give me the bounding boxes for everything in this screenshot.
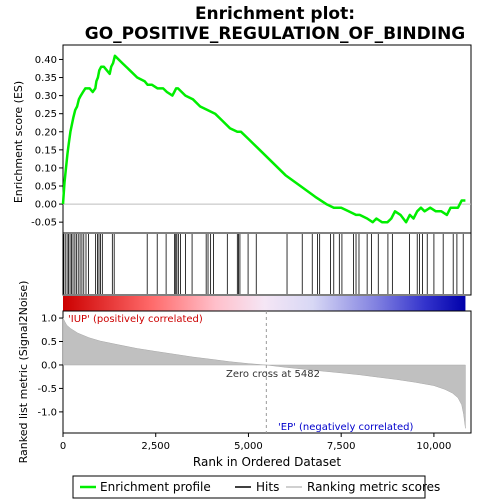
x-tick-label: 2,500 (141, 441, 170, 452)
x-tick-label: 0 (60, 441, 66, 452)
top-y-tick-label: 0.20 (35, 127, 57, 138)
bottom-y-axis-label: Ranked list metric (Signal2Noise) (17, 281, 30, 464)
legend-ranking-label: Ranking metric scores (307, 480, 440, 494)
top-y-tick-label: 0.15 (35, 145, 57, 156)
x-axis-label: Rank in Ordered Dataset (193, 455, 341, 469)
enrichment-profile-line (61, 54, 466, 224)
bottom-y-tick-label: 1.0 (41, 314, 57, 325)
top-panel-frame (62, 44, 472, 234)
x-tick-label: 10,000 (416, 441, 451, 452)
x-tick-label: 5,000 (234, 441, 263, 452)
top-y-tick-label: 0.05 (35, 182, 57, 193)
legend-enrichment-label: Enrichment profile (100, 480, 211, 494)
chart-title-line2: GO_POSITIVE_REGULATION_OF_BINDING (85, 24, 466, 44)
ranking-metric-area (62, 317, 466, 429)
top-y-tick-label: 0.40 (35, 55, 57, 66)
legend-hits-label: Hits (256, 480, 279, 494)
negative-correlation-label: 'EP' (negatively correlated) (278, 422, 413, 433)
top-y-tick-label: 0.25 (35, 109, 57, 120)
hits-panel-frame (62, 232, 472, 296)
top-y-tick-label: 0.30 (35, 91, 57, 102)
enrichment-score-panel: 0.40 0.35 0.30 0.25 0.20 0.15 0.10 0.05 0.00 -0.0… (12, 44, 472, 234)
top-y-tick-label: 0.00 (35, 200, 57, 211)
hit-markers (63, 234, 464, 294)
bottom-y-axis-ticks: 1.0 0.5 0.0 -0.5 -1.0 (37, 314, 63, 418)
top-y-tick-label: 0.10 (35, 163, 57, 174)
bottom-y-tick-label: 0.0 (41, 360, 57, 371)
top-y-tick-label: -0.05 (31, 218, 57, 229)
top-y-axis-label: Enrichment score (ES) (12, 81, 25, 203)
zero-cross-label: Zero cross at 5482 (226, 369, 320, 380)
hits-panel (62, 232, 472, 296)
top-y-axis-ticks: 0.40 0.35 0.30 0.25 0.20 0.15 0.10 0.05 0.00 -0.0… (31, 55, 63, 229)
ranked-metric-panel: 1.0 0.5 0.0 -0.5 -1.0 'IUP' (positively corr… (17, 281, 472, 469)
top-y-tick-label: 0.35 (35, 73, 57, 84)
chart-title-line1: Enrichment plot: (195, 4, 355, 24)
legend: Enrichment profile Hits Ranking metric s… (72, 475, 440, 499)
positive-correlation-label: 'IUP' (positively correlated) (68, 314, 203, 325)
bottom-y-tick-label: 0.5 (41, 337, 57, 348)
bottom-y-tick-label: -1.0 (37, 407, 57, 418)
x-axis-ticks: 0 2,500 5,000 7,500 10,000 (60, 433, 451, 452)
bottom-y-tick-label: -0.5 (37, 384, 57, 395)
x-tick-label: 7,500 (327, 441, 356, 452)
ranking-color-bar (63, 296, 466, 311)
ranking-color-bar-rect (63, 296, 466, 311)
